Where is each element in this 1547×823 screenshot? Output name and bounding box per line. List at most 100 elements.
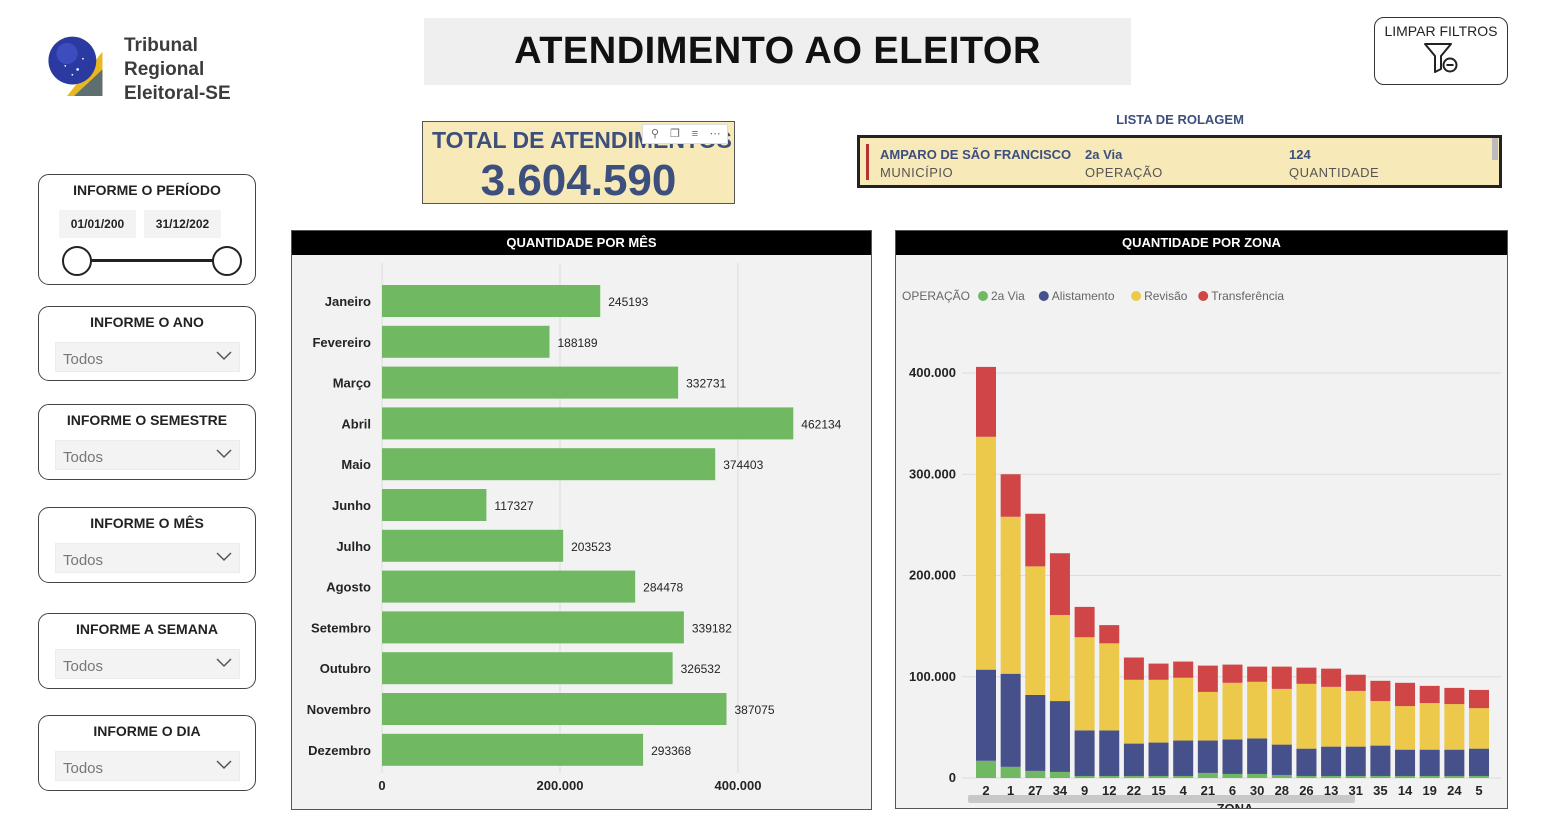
zone-bar-segment[interactable] (1099, 730, 1120, 776)
zone-legend-item[interactable]: Revisão (1144, 289, 1188, 303)
week-dropdown[interactable]: Todos (55, 649, 240, 679)
zone-bar-segment[interactable] (1148, 775, 1169, 778)
month-bar[interactable] (382, 285, 601, 317)
zone-legend-item[interactable]: 2a Via (991, 289, 1025, 303)
zone-bar-segment[interactable] (1321, 746, 1342, 776)
filter-icon[interactable]: ≡ (691, 128, 699, 140)
zone-legend-marker[interactable] (1198, 291, 1209, 301)
zone-bar-segment[interactable] (1271, 666, 1292, 689)
zone-bar-segment[interactable] (1099, 643, 1120, 731)
zone-bar-segment[interactable] (1025, 566, 1046, 695)
period-slider-end-handle[interactable] (212, 246, 242, 276)
zone-bar-segment[interactable] (1296, 683, 1317, 749)
zone-bar-segment[interactable] (1222, 773, 1243, 778)
day-dropdown[interactable]: Todos (55, 751, 240, 781)
zone-bar-segment[interactable] (1222, 664, 1243, 683)
zone-bar-segment[interactable] (1123, 679, 1144, 744)
zone-bar-segment[interactable] (1173, 677, 1194, 741)
zone-bar-segment[interactable] (1419, 703, 1440, 750)
zone-bar-segment[interactable] (1148, 742, 1169, 776)
month-bar[interactable] (382, 611, 684, 644)
zone-bar-segment[interactable] (1395, 775, 1416, 778)
zone-bar-segment[interactable] (1469, 748, 1489, 776)
month-dropdown[interactable]: Todos (55, 543, 240, 573)
zone-bar-segment[interactable] (1395, 682, 1416, 707)
zone-bar-segment[interactable] (1444, 704, 1465, 750)
zone-bar-segment[interactable] (1099, 775, 1120, 778)
scroll-list-card[interactable]: AMPARO DE SÃO FRANCISCO MUNICÍPIO 2a Via… (857, 135, 1502, 188)
zone-bar-segment[interactable] (1321, 775, 1342, 778)
zone-bar-segment[interactable] (1148, 679, 1169, 743)
zone-bar-segment[interactable] (1271, 688, 1292, 745)
zone-bar-segment[interactable] (1345, 674, 1366, 691)
zone-bar-segment[interactable] (1049, 771, 1070, 778)
zone-horizontal-scrollbar[interactable] (968, 795, 1355, 803)
zone-bar-segment[interactable] (1197, 665, 1218, 692)
zone-bar-segment[interactable] (1197, 772, 1218, 778)
more-options-icon[interactable]: ⋯ (709, 128, 721, 140)
zone-bar-segment[interactable] (1395, 706, 1416, 750)
zone-bar-segment[interactable] (1049, 701, 1070, 772)
zone-bar-segment[interactable] (1444, 687, 1465, 705)
period-end-input[interactable]: 31/12/202 (144, 210, 221, 238)
zone-bar-segment[interactable] (1247, 681, 1268, 739)
zone-legend-item[interactable]: Transferência (1211, 289, 1284, 303)
zone-bar-segment[interactable] (1321, 686, 1342, 747)
zone-bar-segment[interactable] (1173, 775, 1194, 778)
zone-bar-segment[interactable] (1271, 744, 1292, 775)
semester-dropdown[interactable]: Todos (55, 440, 240, 470)
zone-bar-segment[interactable] (1025, 770, 1046, 778)
zone-bar-segment[interactable] (976, 436, 996, 670)
zone-bar-segment[interactable] (1370, 680, 1391, 702)
zone-bar-segment[interactable] (1296, 748, 1317, 776)
zone-bar-segment[interactable] (1123, 657, 1144, 680)
zone-bar-segment[interactable] (976, 366, 996, 437)
copy-icon[interactable]: ❐ (670, 128, 680, 140)
zone-bar-segment[interactable] (1370, 745, 1391, 776)
zone-bar-segment[interactable] (1025, 513, 1046, 567)
zone-bar-segment[interactable] (976, 760, 996, 778)
zone-bar-segment[interactable] (1419, 749, 1440, 776)
zone-bar-segment[interactable] (1345, 690, 1366, 747)
zone-bar-segment[interactable] (1247, 773, 1268, 778)
zone-bar-segment[interactable] (1000, 766, 1021, 778)
zone-bar-segment[interactable] (1469, 708, 1489, 749)
zone-bar-segment[interactable] (1123, 743, 1144, 776)
zone-bar-segment[interactable] (1469, 689, 1489, 709)
period-start-input[interactable]: 01/01/200 (59, 210, 136, 238)
month-bar[interactable] (382, 733, 644, 766)
month-bar[interactable] (382, 366, 679, 399)
zone-bar-segment[interactable] (1222, 739, 1243, 774)
zone-bar-segment[interactable] (1419, 775, 1440, 778)
zone-bar-segment[interactable] (1049, 614, 1070, 702)
period-slider-start-handle[interactable] (62, 246, 92, 276)
zone-bar-segment[interactable] (1197, 691, 1218, 741)
zone-bar-segment[interactable] (1469, 775, 1489, 778)
zone-bar-segment[interactable] (1000, 474, 1021, 517)
zone-bar-segment[interactable] (1074, 775, 1095, 778)
month-bar[interactable] (382, 407, 794, 440)
zone-bar-segment[interactable] (1345, 746, 1366, 776)
zone-bar-segment[interactable] (1247, 738, 1268, 774)
zone-bar-segment[interactable] (1395, 749, 1416, 776)
month-bar[interactable] (382, 529, 564, 562)
zone-bar-segment[interactable] (1000, 516, 1021, 674)
zone-bar-segment[interactable] (1247, 666, 1268, 682)
month-bar[interactable] (382, 448, 716, 481)
zone-bar-segment[interactable] (1049, 553, 1070, 615)
year-dropdown[interactable]: Todos (55, 342, 240, 372)
month-bar[interactable] (382, 325, 550, 358)
zone-bar-segment[interactable] (1222, 682, 1243, 740)
zone-bar-segment[interactable] (1173, 740, 1194, 776)
zone-legend-item[interactable]: Alistamento (1052, 289, 1115, 303)
month-bar[interactable] (382, 693, 727, 725)
zone-bar-segment[interactable] (1173, 661, 1194, 678)
zone-bar-segment[interactable] (1123, 775, 1144, 778)
zone-bar-segment[interactable] (1370, 701, 1391, 746)
clear-filters-button[interactable]: LIMPAR FILTROS (1374, 17, 1508, 85)
period-slider-track[interactable] (77, 259, 227, 262)
month-bar[interactable] (382, 652, 673, 685)
zone-bar-segment[interactable] (1296, 775, 1317, 778)
month-bar[interactable] (382, 570, 636, 603)
zone-bar-segment[interactable] (1444, 749, 1465, 776)
